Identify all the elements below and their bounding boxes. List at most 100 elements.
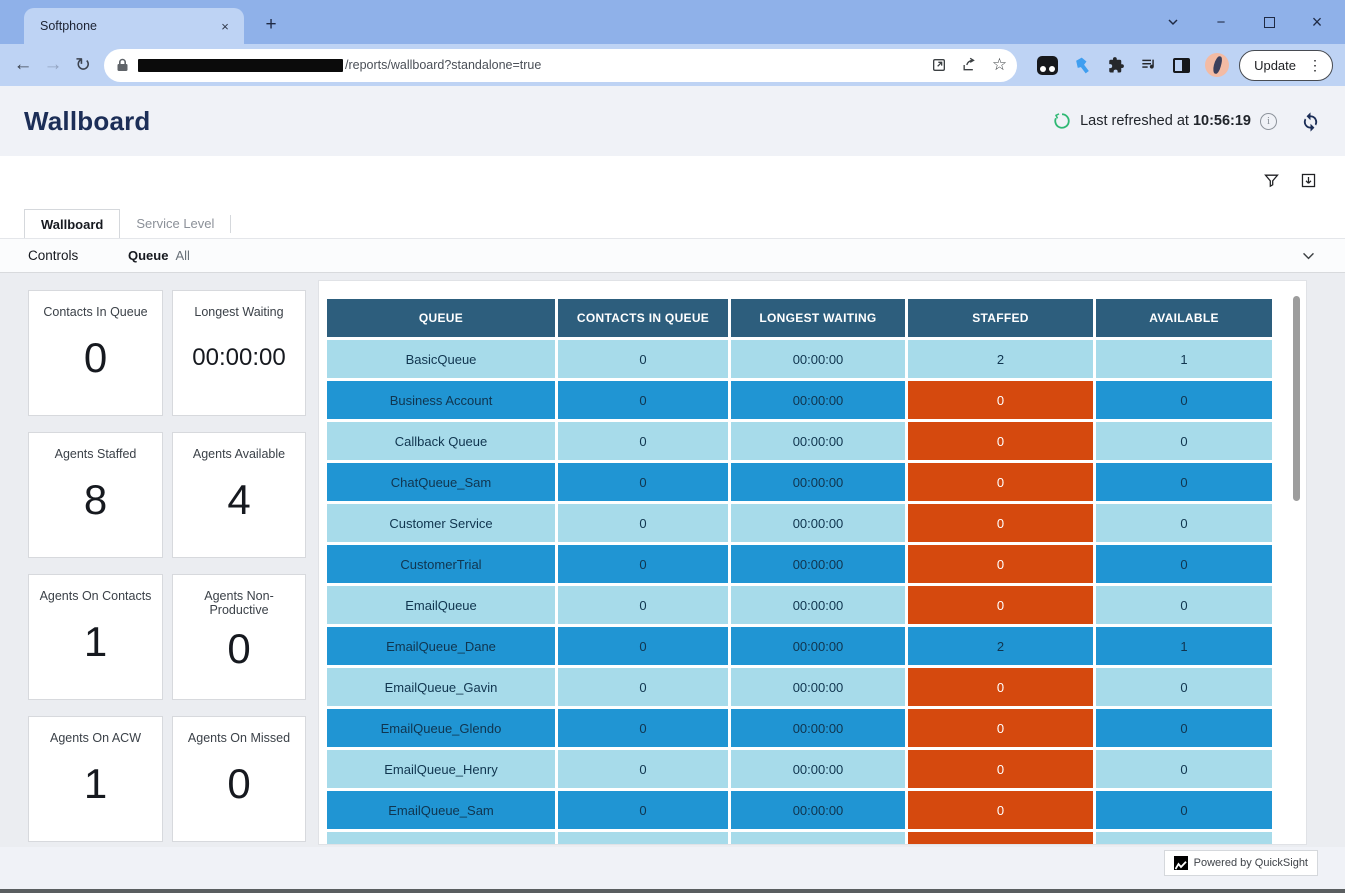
cell-longest: 00:00:00 [731,463,905,501]
cell-contacts: 0 [558,504,728,542]
cell-contacts: 0 [558,832,728,845]
cell-available: 1 [1096,627,1272,665]
cell-contacts: 0 [558,586,728,624]
url-bar[interactable]: /reports/wallboard?standalone=true ☆ [104,49,1017,82]
controls-collapse-chevron-icon[interactable] [1300,247,1317,264]
cell-queue: ChatQueue_Sam [327,463,555,501]
tab-service-level[interactable]: Service Level [120,209,230,238]
cell-staffed: 0 [908,381,1093,419]
cell-longest: 00:00:00 [731,832,905,845]
cell-available: 0 [1096,709,1272,747]
browser-tab-softphone[interactable]: Softphone × [24,8,244,44]
cell-staffed: 0 [908,463,1093,501]
cell-contacts: 0 [558,463,728,501]
table-row: EmailQueue000:00:0000 [327,586,1272,624]
cell-available: 0 [1096,463,1272,501]
tab-title: Softphone [40,19,216,33]
maximize-icon [1264,17,1275,28]
table-row: Business Account000:00:0000 [327,381,1272,419]
kpi-value: 4 [227,461,250,557]
cell-longest: 00:00:00 [731,381,905,419]
kpi-card-5: Agents Non-Productive0 [172,574,306,700]
tab-close-icon[interactable]: × [216,17,234,35]
kpi-card-7: Agents On Missed0 [172,716,306,842]
lock-icon[interactable] [116,58,129,72]
cell-available: 0 [1096,545,1272,583]
kpi-label: Contacts In Queue [37,305,153,319]
table-row: Customer Service000:00:0000 [327,504,1272,542]
table-header-row: QUEUECONTACTS IN QUEUELONGEST WAITINGSTA… [327,299,1272,337]
share-icon[interactable] [961,57,978,73]
kpi-value: 00:00:00 [192,319,285,415]
cell-staffed: 0 [908,586,1093,624]
cell-queue: EmailQueue_Dane [327,627,555,665]
minimize-button[interactable]: − [1201,5,1241,39]
queue-table-widget: QUEUECONTACTS IN QUEUELONGEST WAITINGSTA… [318,280,1307,845]
browser-toolbar: ← → ↻ /reports/wallboard?standalone=true… [0,44,1345,86]
cell-contacts: 0 [558,668,728,706]
info-icon[interactable]: i [1260,113,1277,130]
url-path-text: /reports/wallboard?standalone=true [345,58,923,72]
open-in-window-icon[interactable] [931,57,947,73]
cell-queue: Callback Queue [327,422,555,460]
cell-contacts: 0 [558,545,728,583]
table-row: EmailQueue_Henry000:00:0000 [327,750,1272,788]
table-row: EmailQueue_Gavin000:00:0000 [327,668,1272,706]
queue-filter-value[interactable]: All [175,248,189,263]
quicksight-badge[interactable]: Powered by QuickSight [1164,850,1318,876]
side-panel-icon[interactable] [1173,58,1190,73]
queue-filter-label: Queue [128,248,168,263]
filter-icon[interactable] [1263,172,1280,189]
update-button[interactable]: Update ⋮ [1239,50,1333,81]
cell-available: 0 [1096,586,1272,624]
column-header: LONGEST WAITING [731,299,905,337]
cell-longest: 00:00:00 [731,709,905,747]
cell-staffed: 0 [908,832,1093,845]
kpi-card-6: Agents On ACW1 [28,716,163,842]
table-row: Callback Queue000:00:0000 [327,422,1272,460]
page-footer: Powered by QuickSight [0,847,1345,889]
maximize-button[interactable] [1249,5,1289,39]
close-window-button[interactable]: × [1297,5,1337,39]
cell-queue: EmailQueue_Gavin [327,668,555,706]
cell-available: 0 [1096,750,1272,788]
extension-icon-blue-key[interactable] [1073,56,1092,75]
cell-queue: BasicQueue [327,340,555,378]
cell-available: 0 [1096,668,1272,706]
cell-longest: 00:00:00 [731,504,905,542]
page-title: Wallboard [24,106,151,137]
cell-queue: Business Account [327,381,555,419]
profile-avatar[interactable] [1205,53,1229,77]
extension-icon-dark-square[interactable] [1037,56,1058,75]
cell-longest: 00:00:00 [731,586,905,624]
back-button[interactable]: ← [8,50,38,80]
desktop-edge-sliver [0,889,1345,893]
kpi-label: Agents Non-Productive [173,589,305,617]
table-row: EmailQueue_Dane000:00:0021 [327,627,1272,665]
browser-menu-kebab-icon[interactable]: ⋮ [1304,57,1326,74]
tab-wallboard[interactable]: Wallboard [24,209,120,238]
powered-by-text: Powered by QuickSight [1194,857,1308,869]
table-scrollbar-thumb[interactable] [1293,296,1300,501]
refresh-button[interactable] [1300,111,1321,132]
export-download-icon[interactable] [1300,172,1317,189]
kpi-value: 0 [227,617,250,699]
extensions-puzzle-icon[interactable] [1107,56,1125,74]
cell-available: 1 [1096,340,1272,378]
cell-available: 0 [1096,381,1272,419]
auto-refresh-timer-icon [1053,112,1071,130]
quicksight-logo-icon [1174,856,1188,870]
kpi-card-4: Agents On Contacts1 [28,574,163,700]
cell-staffed: 0 [908,422,1093,460]
cell-queue: EmailQueue_Glendo [327,709,555,747]
queue-table-body: BasicQueue000:00:0021Business Account000… [327,340,1272,845]
reload-button[interactable]: ↻ [68,50,98,80]
tab-search-chevron-icon[interactable] [1153,5,1193,39]
media-playlist-icon[interactable] [1140,57,1158,73]
bookmark-star-icon[interactable]: ☆ [992,55,1007,75]
new-tab-button[interactable]: + [258,12,284,38]
cell-available: 0 [1096,791,1272,829]
kpi-card-0: Contacts In Queue0 [28,290,163,416]
cell-longest: 00:00:00 [731,422,905,460]
browser-titlebar: Softphone × + − × [0,0,1345,44]
